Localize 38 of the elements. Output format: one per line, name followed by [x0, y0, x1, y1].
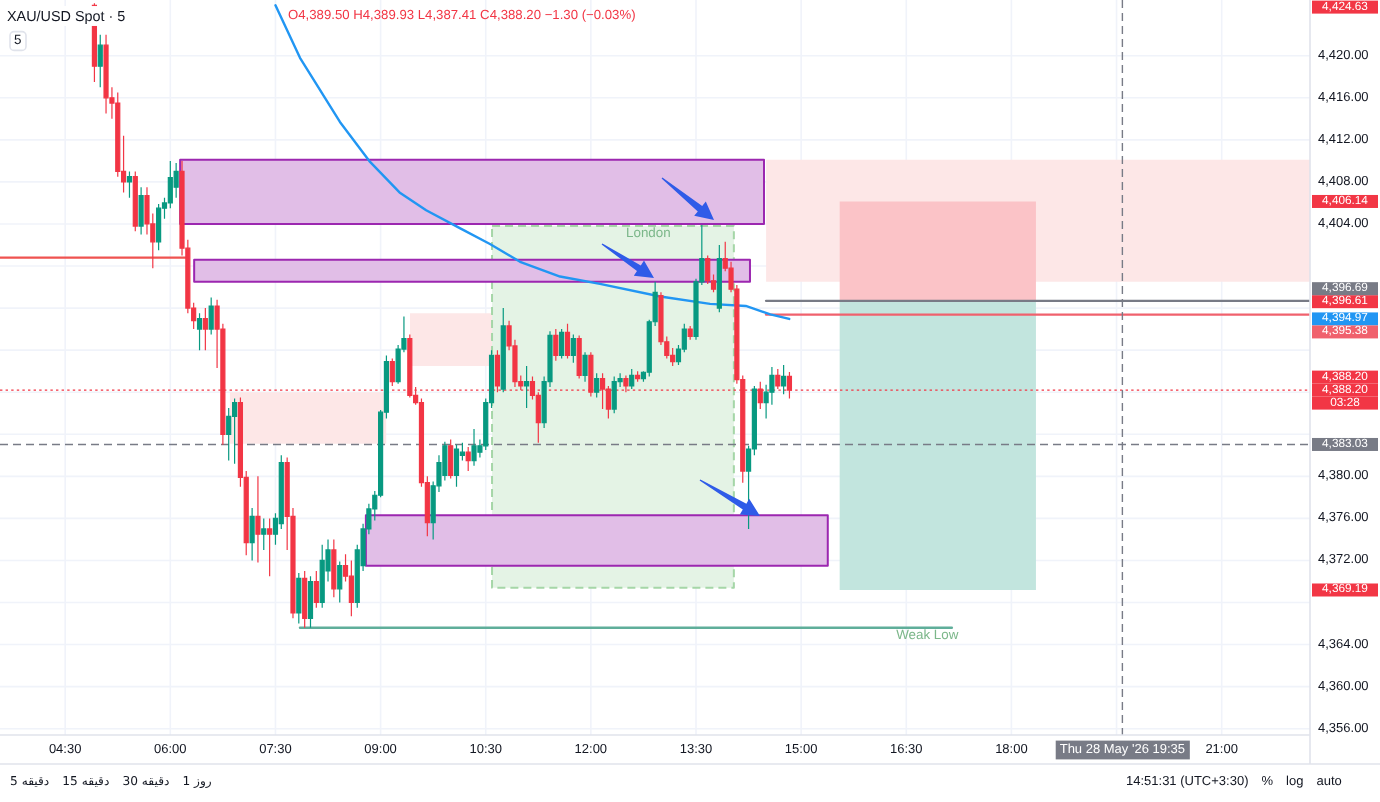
candlestick	[226, 407, 232, 462]
candlestick	[331, 538, 337, 598]
candlestick	[629, 368, 635, 390]
candlestick	[138, 186, 144, 236]
candlestick	[319, 544, 325, 609]
candlestick	[97, 34, 103, 88]
candlestick	[564, 323, 571, 360]
candlestick	[594, 372, 600, 399]
candlestick	[453, 444, 460, 488]
candlestick	[635, 370, 641, 383]
candlestick	[500, 307, 506, 393]
candlestick	[313, 570, 319, 609]
candlestick	[465, 446, 471, 472]
candlestick	[255, 475, 261, 564]
candlestick	[307, 575, 314, 629]
candlestick	[196, 312, 203, 351]
candlestick	[337, 560, 343, 604]
candlestick	[553, 328, 559, 362]
candlestick	[103, 34, 109, 115]
candlestick	[232, 397, 238, 465]
candlestick	[267, 517, 273, 577]
candlestick	[524, 365, 530, 409]
candlestick	[261, 517, 267, 551]
candlestick	[471, 428, 477, 467]
candlestick	[348, 559, 354, 617]
candlestick	[582, 351, 588, 383]
candlestick	[781, 364, 787, 395]
candlestick	[570, 333, 576, 364]
candlestick	[687, 325, 693, 341]
candlestick	[611, 375, 617, 414]
candlestick	[296, 572, 302, 625]
candlestick	[716, 244, 722, 313]
candlestick	[126, 170, 133, 199]
candlestick	[249, 507, 255, 562]
candlestick	[448, 438, 454, 480]
line-series	[274, 4, 791, 321]
candlestick	[208, 296, 214, 335]
candlestick	[202, 307, 208, 351]
